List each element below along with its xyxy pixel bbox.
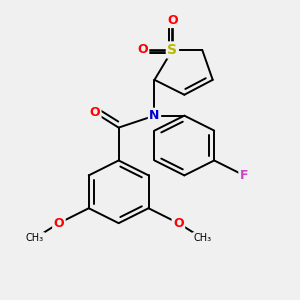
- Text: F: F: [240, 169, 248, 182]
- Text: S: S: [167, 43, 177, 57]
- Text: N: N: [149, 109, 160, 122]
- Text: O: O: [137, 44, 148, 56]
- Text: O: O: [167, 14, 178, 27]
- Text: CH₃: CH₃: [26, 233, 44, 243]
- Text: O: O: [173, 217, 184, 230]
- Text: O: O: [54, 217, 64, 230]
- Text: CH₃: CH₃: [193, 233, 211, 243]
- Text: O: O: [89, 106, 100, 119]
